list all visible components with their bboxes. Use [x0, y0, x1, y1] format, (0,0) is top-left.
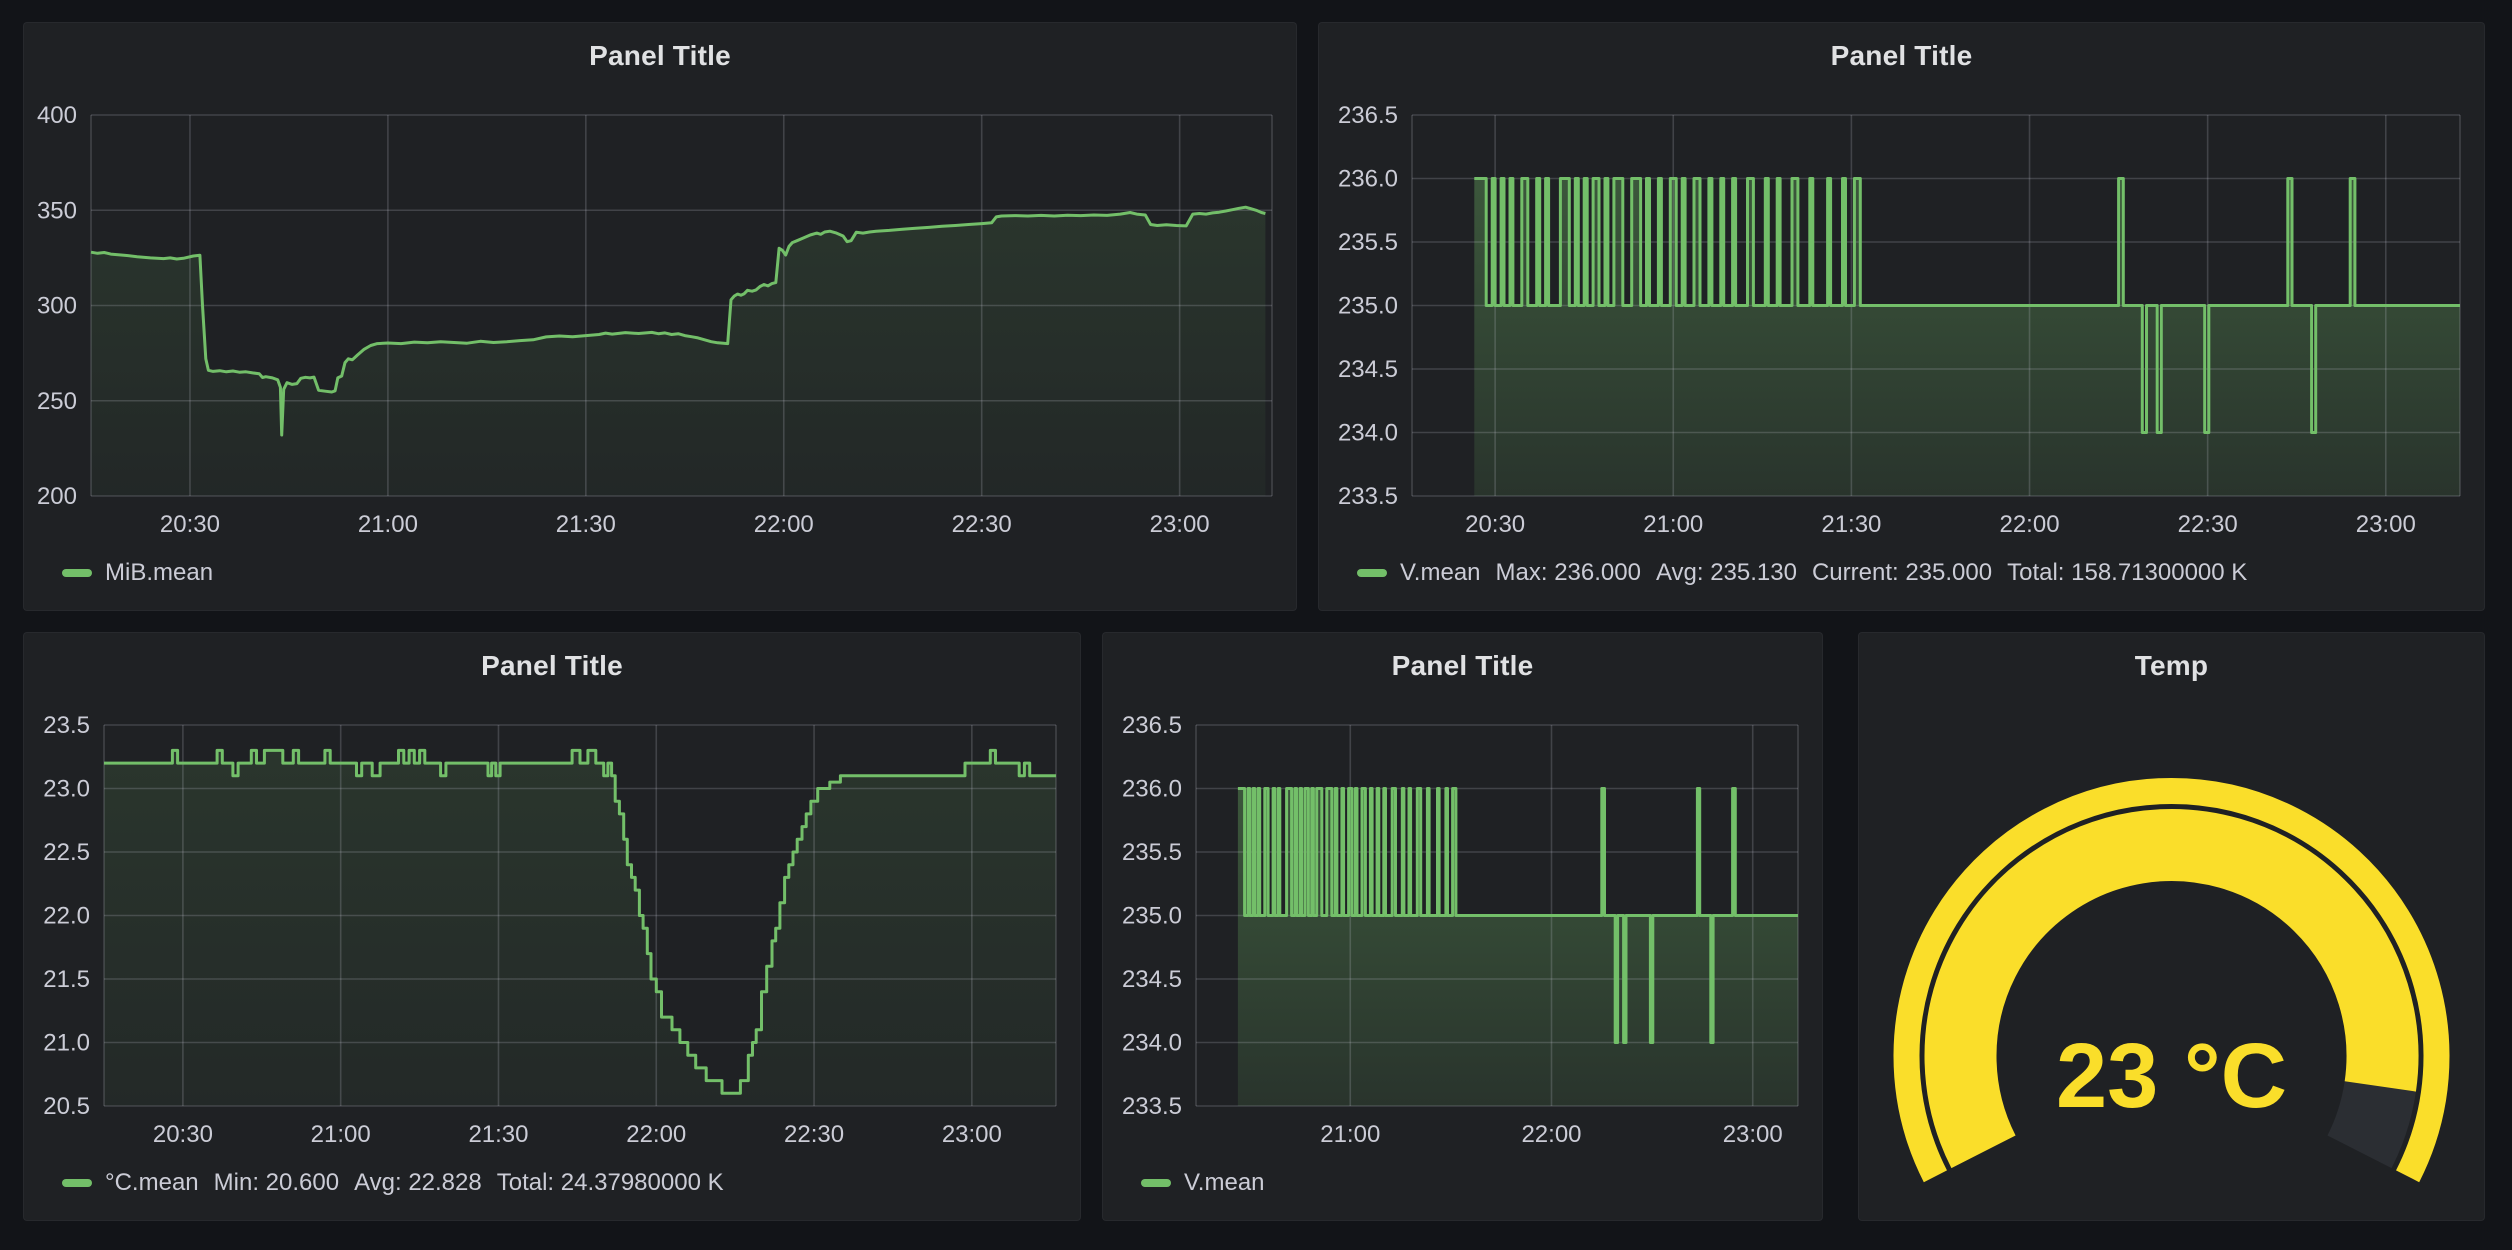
legend-stat: Total: 158.71300000 K: [2007, 559, 2248, 586]
x-tick-label: 22:30: [952, 511, 1012, 538]
x-tick-label: 22:00: [626, 1121, 686, 1148]
gauge-threshold-ring: [1893, 777, 2450, 1183]
y-tick-label: 23.5: [43, 712, 90, 739]
y-tick-label: 233.5: [1338, 483, 1398, 510]
y-tick-label: 236.5: [1338, 102, 1398, 129]
legend-series-color-marker: [62, 569, 92, 577]
axis-labels: 20.5 21.0 21.5 22.0 22.5 23.0 23.5 20:30 21:00 21…: [43, 712, 1002, 1148]
grid-lines: [90, 114, 1273, 497]
x-tick-label: 21:00: [358, 511, 418, 538]
panel-timeseries-mib: Panel Title MiB.mean 200 250 300 350 400 20:3…: [23, 22, 1297, 611]
y-tick-label: 300: [37, 293, 77, 320]
legend-series-name[interactable]: V.mean: [1400, 559, 1481, 586]
panel-title[interactable]: Panel Title: [589, 40, 731, 71]
y-tick-label: 235.5: [1338, 229, 1398, 256]
legend-series-color-marker: [62, 1179, 92, 1187]
grid-lines: [103, 724, 1057, 1107]
x-tick-label: 23:00: [2356, 511, 2416, 538]
panel-title[interactable]: Panel Title: [1391, 650, 1534, 681]
x-tick-label: 21:30: [468, 1121, 528, 1148]
x-tick-label: 21:00: [1320, 1121, 1380, 1148]
panel-title[interactable]: Temp: [2134, 650, 2209, 681]
series-line: [90, 205, 1266, 437]
x-tick-label: 23:00: [942, 1121, 1002, 1148]
legend-series-color-marker: [1141, 1179, 1171, 1187]
y-tick-label: 23.0: [43, 776, 90, 803]
legend-stat: Total: 24.37980000 K: [496, 1169, 724, 1196]
x-tick-label: 20:30: [153, 1121, 213, 1148]
axis-labels: 233.5 234.0 234.5 235.0 235.5 236.0 236.5 20:30…: [1338, 102, 2416, 538]
x-tick-label: 23:00: [1723, 1121, 1783, 1148]
legend-stat: Avg: 22.828: [354, 1169, 482, 1196]
panel-gauge-temp: Temp 23 °C: [1858, 632, 2485, 1221]
gauge-value-arc: [1924, 809, 2419, 1169]
legend: V.mean Max: 236.000 Avg: 235.130 Current: 2…: [1357, 558, 2247, 588]
legend: MiB.mean: [62, 558, 213, 588]
plot-canvas[interactable]: 200 250 300 350 400 20:30 21:00 21:30 22:00 22:30…: [24, 23, 1296, 610]
gauge-canvas[interactable]: 23 °C: [1859, 633, 2484, 1220]
y-tick-label: 350: [37, 197, 77, 224]
y-tick-label: 22.0: [43, 903, 90, 930]
plot-canvas[interactable]: 20.5 21.0 21.5 22.0 22.5 23.0 23.5 20:30 21:00 21…: [24, 633, 1080, 1220]
x-tick-label: 21:00: [311, 1121, 371, 1148]
series-line: [1237, 787, 1798, 1044]
y-tick-label: 400: [37, 102, 77, 129]
x-tick-label: 20:30: [1465, 511, 1525, 538]
legend-series-name[interactable]: V.mean: [1184, 1169, 1265, 1196]
plot-canvas[interactable]: 233.5 234.0 234.5 235.0 235.5 236.0 236.5 21:00…: [1103, 633, 1822, 1220]
series-area-fill: [104, 750, 1056, 1106]
y-tick-label: 236.0: [1122, 776, 1182, 803]
y-tick-label: 236.0: [1338, 166, 1398, 193]
legend: V.mean: [1141, 1168, 1265, 1198]
y-tick-label: 235.0: [1338, 293, 1398, 320]
legend-series-color-marker: [1357, 569, 1387, 577]
legend: °C.mean Min: 20.600 Avg: 22.828 Total: 24.3…: [62, 1168, 724, 1198]
axis-labels: 200 250 300 350 400 20:30 21:00 21:30 22:00 22:30…: [37, 102, 1210, 538]
series-area-fill: [1474, 178, 2460, 496]
y-tick-label: 234.0: [1122, 1030, 1182, 1057]
x-tick-label: 21:30: [1821, 511, 1881, 538]
legend-stat: Min: 20.600: [213, 1169, 340, 1196]
x-tick-label: 22:30: [2178, 511, 2238, 538]
gauge-value-text: 23 °C: [2056, 1025, 2287, 1127]
y-tick-label: 233.5: [1122, 1093, 1182, 1120]
x-tick-label: 23:00: [1150, 511, 1210, 538]
plot-canvas[interactable]: 233.5 234.0 234.5 235.0 235.5 236.0 236.5 20:30…: [1319, 23, 2484, 610]
y-tick-label: 234.5: [1122, 966, 1182, 993]
y-tick-label: 21.0: [43, 1030, 90, 1057]
y-tick-label: 235.5: [1122, 839, 1182, 866]
y-tick-label: 234.0: [1338, 420, 1398, 447]
legend-stat: Current: 235.000: [1811, 559, 1993, 586]
y-tick-label: 200: [37, 483, 77, 510]
series-area-fill: [91, 207, 1266, 496]
x-tick-label: 22:30: [784, 1121, 844, 1148]
x-tick-label: 22:00: [754, 511, 814, 538]
panel-title[interactable]: Panel Title: [1830, 40, 1973, 71]
gauge-empty-track: [2327, 1080, 2416, 1169]
axis-labels: 233.5 234.0 234.5 235.0 235.5 236.0 236.5 21:00…: [1122, 712, 1783, 1148]
x-tick-label: 22:00: [1999, 511, 2059, 538]
y-tick-label: 20.5: [43, 1093, 90, 1120]
series-line: [104, 748, 1056, 1095]
legend-stat: Avg: 235.130: [1655, 559, 1797, 586]
y-tick-label: 21.5: [43, 966, 90, 993]
y-tick-label: 235.0: [1122, 903, 1182, 930]
legend-series-name[interactable]: MiB.mean: [105, 559, 214, 586]
series-line: [1474, 177, 2460, 434]
y-tick-label: 234.5: [1338, 356, 1398, 383]
y-tick-label: 236.5: [1122, 712, 1182, 739]
panel-timeseries-voltage-small: Panel Title V.mean 233.5 234.0 234.5 235.0 2…: [1102, 632, 1823, 1221]
legend-stat: Max: 236.000: [1495, 559, 1641, 586]
x-tick-label: 22:00: [1521, 1121, 1581, 1148]
y-tick-label: 22.5: [43, 839, 90, 866]
legend-series-name[interactable]: °C.mean: [105, 1169, 199, 1196]
x-tick-label: 21:00: [1643, 511, 1703, 538]
panel-timeseries-voltage-large: Panel Title V.mean Max: 236.000 Avg: 235.1…: [1318, 22, 2485, 611]
x-tick-label: 21:30: [556, 511, 616, 538]
panel-title[interactable]: Panel Title: [481, 650, 623, 681]
y-tick-label: 250: [37, 388, 77, 415]
x-tick-label: 20:30: [160, 511, 220, 538]
panel-timeseries-temperature: Panel Title °C.mean Min: 20.600 Avg: 22.82…: [23, 632, 1081, 1221]
